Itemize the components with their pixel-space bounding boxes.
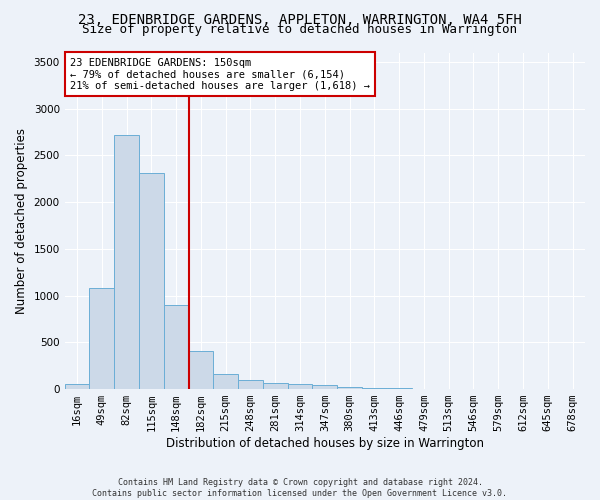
- Y-axis label: Number of detached properties: Number of detached properties: [15, 128, 28, 314]
- Bar: [139, 173, 164, 389]
- Text: Size of property relative to detached houses in Warrington: Size of property relative to detached ho…: [83, 24, 517, 36]
- Text: Contains HM Land Registry data © Crown copyright and database right 2024.
Contai: Contains HM Land Registry data © Crown c…: [92, 478, 508, 498]
- Text: 23 EDENBRIDGE GARDENS: 150sqm
← 79% of detached houses are smaller (6,154)
21% o: 23 EDENBRIDGE GARDENS: 150sqm ← 79% of d…: [70, 58, 370, 90]
- X-axis label: Distribution of detached houses by size in Warrington: Distribution of detached houses by size …: [166, 437, 484, 450]
- Bar: [362, 388, 387, 389]
- Bar: [337, 386, 362, 389]
- Text: 23, EDENBRIDGE GARDENS, APPLETON, WARRINGTON, WA4 5FH: 23, EDENBRIDGE GARDENS, APPLETON, WARRIN…: [78, 12, 522, 26]
- Bar: [214, 374, 238, 389]
- Bar: [89, 288, 114, 389]
- Bar: [164, 305, 188, 389]
- Bar: [387, 388, 412, 389]
- Bar: [238, 380, 263, 389]
- Bar: [114, 135, 139, 389]
- Bar: [188, 351, 214, 389]
- Bar: [263, 382, 287, 389]
- Bar: [287, 384, 313, 389]
- Bar: [65, 384, 89, 389]
- Bar: [313, 386, 337, 389]
